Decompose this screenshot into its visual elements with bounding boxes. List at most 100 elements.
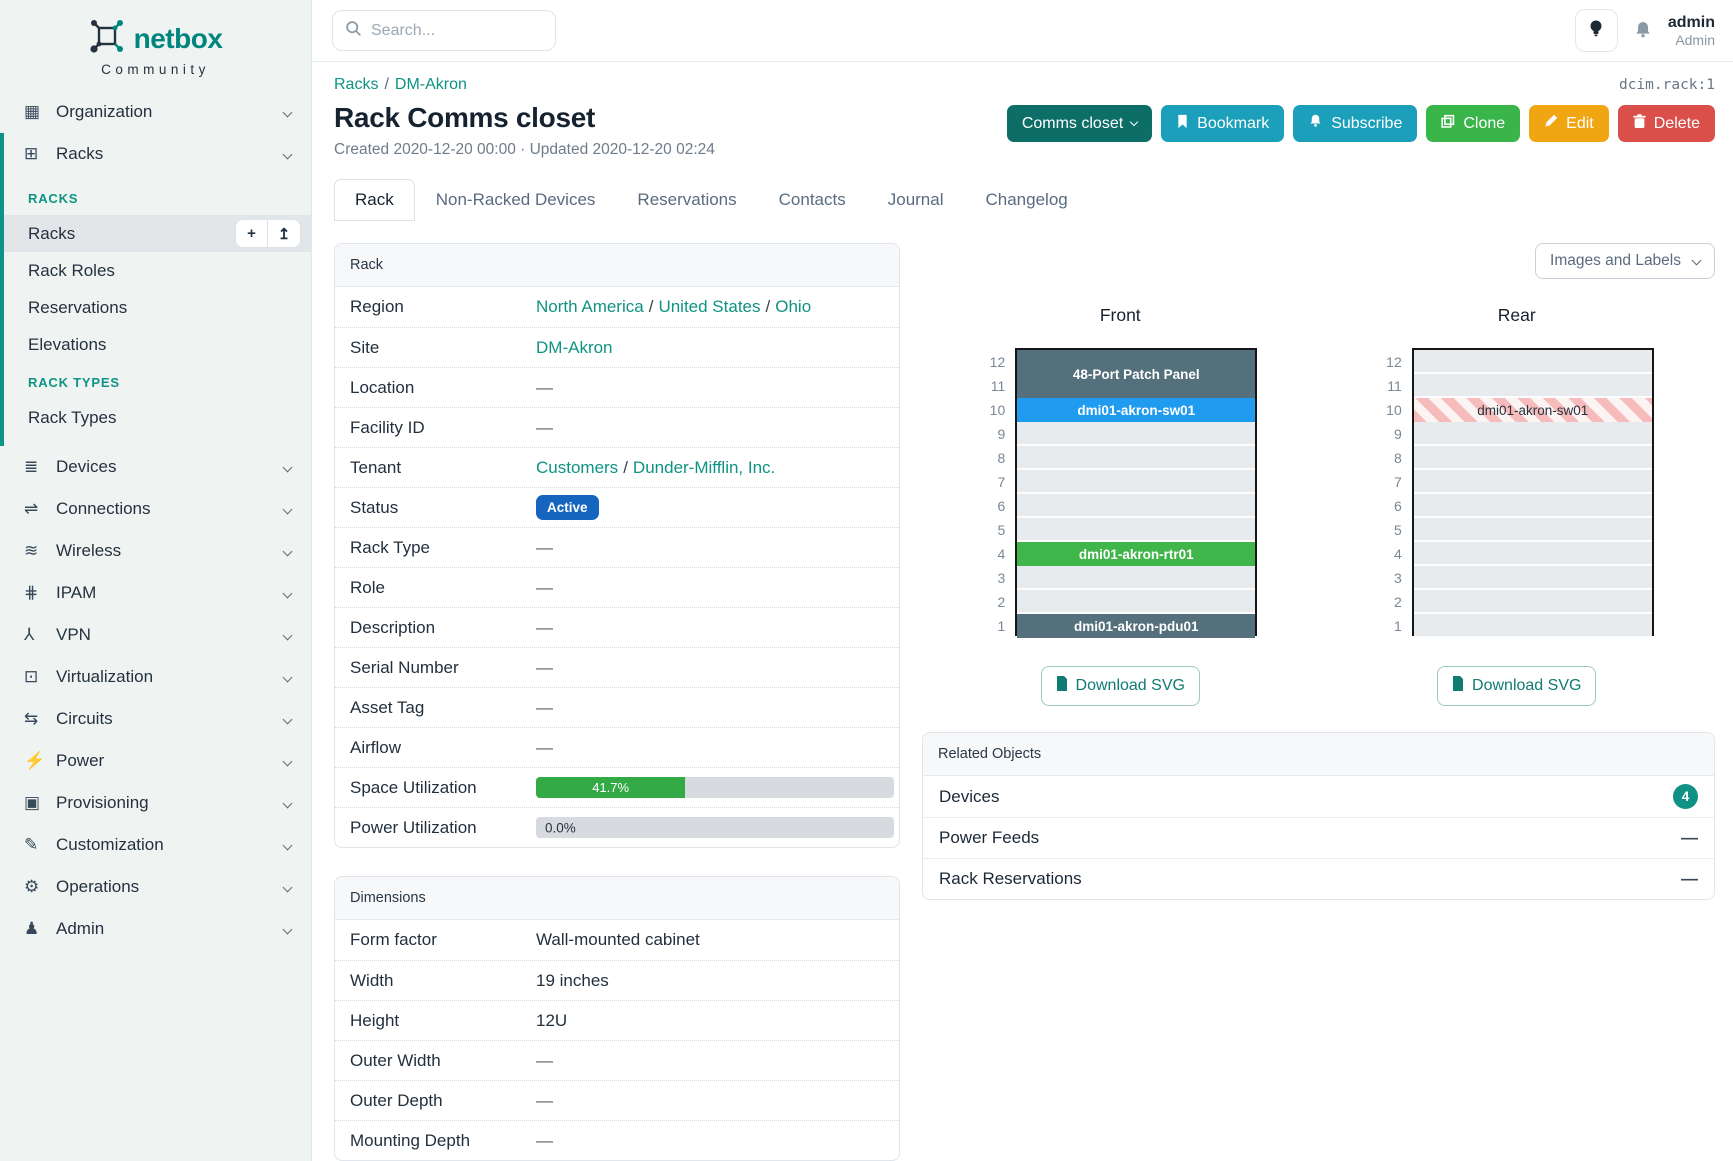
dimensions-row-outer-depth: Outer Depth — bbox=[335, 1080, 899, 1120]
tab-non-racked-devices[interactable]: Non-Racked Devices bbox=[435, 190, 596, 209]
tenant-link[interactable]: Dunder-Mifflin, Inc. bbox=[632, 457, 776, 477]
add-rack-button[interactable]: + bbox=[235, 219, 268, 248]
delete-button[interactable]: Delete bbox=[1617, 105, 1715, 142]
search-input[interactable] bbox=[371, 21, 511, 40]
elevation-title: Front bbox=[1099, 305, 1141, 325]
breadcrumb-site-link[interactable]: DM-Akron bbox=[394, 76, 467, 93]
sidebar-subitem-rack-roles[interactable]: Rack Roles bbox=[4, 252, 311, 289]
user-menu[interactable]: admin Admin bbox=[1668, 13, 1715, 49]
bell-icon bbox=[1633, 19, 1653, 43]
rack-slot-empty bbox=[1413, 350, 1652, 374]
organization-icon: ▦ bbox=[24, 102, 41, 121]
region-link[interactable]: North America bbox=[536, 297, 644, 316]
breadcrumb-racks-link[interactable]: Racks bbox=[334, 76, 379, 93]
sidebar-subitem-racks[interactable]: Racks + ↥ bbox=[4, 215, 311, 252]
chevron-down-icon bbox=[282, 546, 293, 556]
sidebar-item-connections[interactable]: ⇌ Connections bbox=[0, 488, 311, 530]
dimensions-row-form-factor: Form factor Wall-mounted cabinet bbox=[350, 930, 700, 949]
unit-number: 7 bbox=[997, 474, 1006, 490]
dimensions-panel: Dimensions Form factor Wall-mounted cabi… bbox=[334, 876, 900, 1161]
button-label: Download SVG bbox=[1075, 677, 1185, 694]
unit-number: 6 bbox=[997, 498, 1006, 514]
bookmark-button[interactable]: Bookmark bbox=[1161, 105, 1285, 142]
subscribe-button[interactable]: Subscribe bbox=[1293, 105, 1418, 142]
region-link[interactable]: United States bbox=[658, 297, 761, 316]
chevron-down-icon bbox=[282, 107, 293, 117]
sidebar-item-customization[interactable]: ✎ Customization bbox=[0, 824, 311, 866]
topbar: admin Admin bbox=[312, 0, 1733, 62]
edit-button[interactable]: Edit bbox=[1529, 105, 1609, 142]
sidebar-item-racks[interactable]: ⊞ Racks bbox=[4, 133, 311, 175]
tab-changelog[interactable]: Changelog bbox=[985, 190, 1068, 209]
sidebar-item-admin[interactable]: ♟ Admin bbox=[0, 908, 311, 950]
sidebar-subitem-elevations[interactable]: Elevations bbox=[4, 326, 311, 363]
copy-icon bbox=[1441, 114, 1455, 134]
power-icon: ⚡ bbox=[24, 751, 46, 770]
elevation-title: Rear bbox=[1497, 305, 1536, 325]
sidebar-subitem-rack-types[interactable]: Rack Types bbox=[4, 399, 311, 436]
chevron-down-icon bbox=[282, 462, 293, 472]
rack-name-dropdown-button[interactable]: Comms closet bbox=[1006, 105, 1153, 142]
sidebar-item-circuits[interactable]: ⇆ Circuits bbox=[0, 698, 311, 740]
sidebar-item-label: Connections bbox=[56, 499, 151, 518]
rack-slot-empty bbox=[1413, 566, 1652, 590]
sidebar-item-label: Racks bbox=[56, 144, 104, 163]
sidebar-item-ipam[interactable]: ⋕ IPAM bbox=[0, 572, 311, 614]
rear-elevation: Rear 12 11 10 9 8 7 6 5 4 3 2 1 dmi01-akron-sw01 Do… bbox=[1319, 305, 1716, 706]
region-link[interactable]: Ohio bbox=[775, 297, 812, 316]
sidebar-item-power[interactable]: ⚡ Power bbox=[0, 740, 311, 782]
unit-number: 2 bbox=[997, 594, 1006, 610]
clone-button[interactable]: Clone bbox=[1426, 105, 1521, 142]
rack-slot-empty bbox=[1017, 518, 1256, 542]
tenant-group-link[interactable]: Customers bbox=[536, 457, 619, 477]
elevation-view-select[interactable]: Images and Labels bbox=[1535, 243, 1715, 279]
tab-contacts[interactable]: Contacts bbox=[778, 190, 846, 209]
chevron-down-icon bbox=[282, 840, 293, 850]
rack-device[interactable]: dmi01-akron-rtr01 bbox=[1017, 542, 1256, 566]
sidebar-item-operations[interactable]: ⚙ Operations bbox=[0, 866, 311, 908]
dimensions-row-width: Width 19 inches bbox=[335, 960, 899, 1000]
unit-number: 4 bbox=[997, 546, 1006, 562]
sidebar-item-virtualization[interactable]: ⊡ Virtualization bbox=[0, 656, 311, 698]
operations-icon: ⚙ bbox=[24, 877, 40, 896]
rack-device[interactable]: dmi01-akron-sw01 bbox=[1413, 398, 1652, 422]
rack-slot-empty bbox=[1413, 470, 1652, 494]
tab-rack[interactable]: Rack bbox=[334, 179, 415, 221]
sidebar-item-vpn[interactable]: ⅄ VPN bbox=[0, 614, 311, 656]
download-svg-front-button[interactable]: Download SVG bbox=[1040, 666, 1200, 706]
sidebar-item-wireless[interactable]: ≋ Wireless bbox=[0, 530, 311, 572]
download-svg-rear-button[interactable]: Download SVG bbox=[1437, 666, 1597, 706]
rack-row-description: Description — bbox=[335, 607, 899, 647]
dimensions-row-outer-width: Outer Width — bbox=[335, 1040, 899, 1080]
sidebar-item-provisioning[interactable]: ▣ Provisioning bbox=[0, 782, 311, 824]
rack-row-site: Site DM-Akron bbox=[335, 327, 899, 367]
tab-journal[interactable]: Journal bbox=[887, 190, 944, 209]
rack-device[interactable]: dmi01-akron-sw01 bbox=[1017, 398, 1256, 422]
tab-reservations[interactable]: Reservations bbox=[637, 190, 737, 209]
sidebar-subitem-reservations[interactable]: Reservations bbox=[4, 289, 311, 326]
breadcrumb-separator: / bbox=[384, 76, 389, 93]
theme-toggle-button[interactable] bbox=[1574, 9, 1618, 52]
chevron-down-icon bbox=[282, 924, 293, 934]
unit-number: 5 bbox=[997, 522, 1006, 538]
sidebar-item-devices[interactable]: ≣ Devices bbox=[0, 446, 311, 488]
site-link[interactable]: DM-Akron bbox=[536, 337, 613, 357]
import-racks-button[interactable]: ↥ bbox=[268, 219, 301, 248]
progress-fill: 41.7% bbox=[536, 777, 686, 798]
chevron-down-icon bbox=[282, 714, 293, 724]
notifications-button[interactable] bbox=[1633, 19, 1653, 43]
sidebar-item-organization[interactable]: ▦ Organization bbox=[0, 91, 311, 133]
sidebar-item-label: Wireless bbox=[56, 541, 122, 560]
related-devices-link[interactable]: Devices bbox=[939, 786, 1000, 806]
rack-row-status: Status Active bbox=[335, 487, 899, 527]
tab-bar: Rack Non-Racked Devices Reservations Con… bbox=[334, 179, 1715, 221]
rear-unit-labels: 12 11 10 9 8 7 6 5 4 3 2 1 bbox=[1380, 348, 1402, 638]
rack-device[interactable]: dmi01-akron-pdu01 bbox=[1017, 614, 1256, 638]
search-box[interactable] bbox=[332, 10, 556, 51]
rack-slot-empty bbox=[1413, 614, 1652, 638]
rack-row-tenant: Tenant Customers / Dunder-Mifflin, Inc. bbox=[335, 447, 899, 487]
logo-area[interactable]: netbox Community bbox=[0, 12, 311, 91]
file-icon bbox=[1056, 676, 1068, 696]
rack-device[interactable]: 48-Port Patch Panel bbox=[1017, 350, 1256, 398]
unit-number: 3 bbox=[997, 570, 1006, 586]
